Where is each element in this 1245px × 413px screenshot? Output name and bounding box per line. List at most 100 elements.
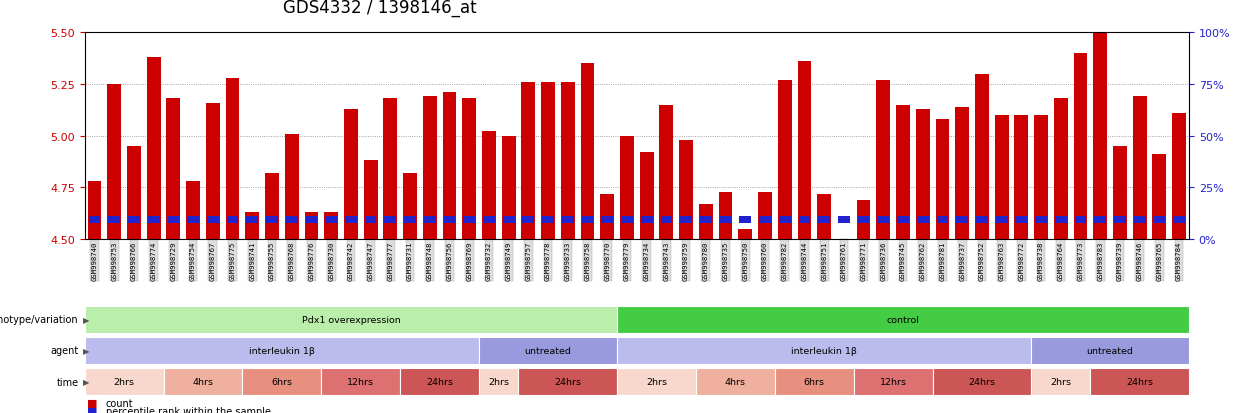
Text: untreated: untreated — [524, 346, 571, 355]
Bar — [898, 217, 909, 223]
Bar — [1173, 217, 1185, 223]
Bar — [1035, 116, 1048, 240]
Bar — [364, 161, 377, 240]
Bar — [245, 213, 259, 240]
Bar — [995, 116, 1008, 240]
Bar — [205, 103, 219, 240]
Text: 24hrs: 24hrs — [969, 377, 996, 386]
Bar — [798, 62, 812, 240]
Bar — [858, 217, 869, 223]
Text: count: count — [106, 398, 133, 408]
Bar — [128, 217, 139, 223]
Bar — [936, 217, 949, 223]
Bar — [286, 217, 298, 223]
Text: agent: agent — [50, 346, 78, 356]
Text: 6hrs: 6hrs — [271, 377, 293, 386]
Bar — [720, 217, 731, 223]
Bar — [479, 368, 518, 395]
Bar — [1031, 368, 1091, 395]
Bar — [1134, 217, 1145, 223]
Bar — [324, 213, 339, 240]
Bar — [661, 217, 672, 223]
Bar — [85, 337, 479, 364]
Bar — [696, 368, 774, 395]
Bar — [600, 194, 614, 240]
Bar — [405, 217, 416, 223]
Bar — [778, 81, 792, 240]
Bar — [956, 217, 969, 223]
Bar — [857, 200, 870, 240]
Text: 24hrs: 24hrs — [554, 377, 581, 386]
Bar — [896, 105, 910, 240]
Bar — [305, 217, 317, 223]
Bar — [876, 81, 890, 240]
Text: 2hrs: 2hrs — [113, 377, 134, 386]
Bar — [522, 83, 535, 240]
Bar — [618, 306, 1189, 333]
Text: 4hrs: 4hrs — [193, 377, 213, 386]
Bar — [148, 217, 159, 223]
Text: ▶: ▶ — [83, 346, 90, 355]
Bar — [462, 99, 476, 240]
Text: control: control — [886, 315, 920, 324]
Bar — [618, 368, 696, 395]
Bar — [443, 217, 456, 223]
Text: time: time — [56, 377, 78, 387]
Bar — [1154, 217, 1165, 223]
Text: 4hrs: 4hrs — [725, 377, 746, 386]
Bar — [854, 368, 933, 395]
Text: 6hrs: 6hrs — [804, 377, 824, 386]
Bar — [442, 93, 457, 240]
Bar — [700, 217, 712, 223]
Text: genotype/variation: genotype/variation — [0, 315, 78, 325]
Bar — [400, 368, 479, 395]
Bar — [660, 105, 674, 240]
Text: 12hrs: 12hrs — [347, 377, 375, 386]
Bar — [85, 368, 163, 395]
Bar — [383, 99, 397, 240]
Bar — [975, 74, 989, 240]
Bar — [1016, 217, 1027, 223]
Bar — [878, 217, 889, 223]
Text: interleukin 1β: interleukin 1β — [792, 346, 857, 355]
Text: untreated: untreated — [1087, 346, 1133, 355]
Bar — [1035, 217, 1047, 223]
Bar — [344, 109, 357, 240]
Bar — [243, 368, 321, 395]
Bar — [955, 107, 969, 240]
Bar — [463, 217, 476, 223]
Bar — [85, 306, 618, 333]
Bar — [365, 217, 376, 223]
Bar — [88, 217, 101, 223]
Bar — [933, 368, 1031, 395]
Bar — [838, 217, 850, 223]
Bar — [523, 217, 534, 223]
Bar — [561, 217, 574, 223]
Bar — [1015, 116, 1028, 240]
Bar — [503, 217, 514, 223]
Bar — [187, 217, 199, 223]
Bar — [641, 217, 652, 223]
Bar — [403, 173, 417, 240]
Bar — [618, 337, 1031, 364]
Bar — [167, 99, 181, 240]
Bar — [1091, 368, 1189, 395]
Bar — [147, 58, 161, 240]
Bar — [345, 217, 357, 223]
Bar — [1055, 99, 1068, 240]
Bar — [718, 192, 732, 240]
Text: 2hrs: 2hrs — [488, 377, 509, 386]
Bar — [305, 213, 319, 240]
Bar — [738, 229, 752, 240]
Bar — [561, 83, 575, 240]
Bar — [680, 217, 692, 223]
Bar — [266, 217, 278, 223]
Bar — [774, 368, 854, 395]
Text: GDS4332 / 1398146_at: GDS4332 / 1398146_at — [284, 0, 477, 17]
Bar — [321, 368, 400, 395]
Bar — [680, 140, 693, 240]
Bar — [227, 217, 239, 223]
Bar — [1113, 147, 1127, 240]
Bar — [740, 217, 751, 223]
Bar — [1153, 155, 1167, 240]
